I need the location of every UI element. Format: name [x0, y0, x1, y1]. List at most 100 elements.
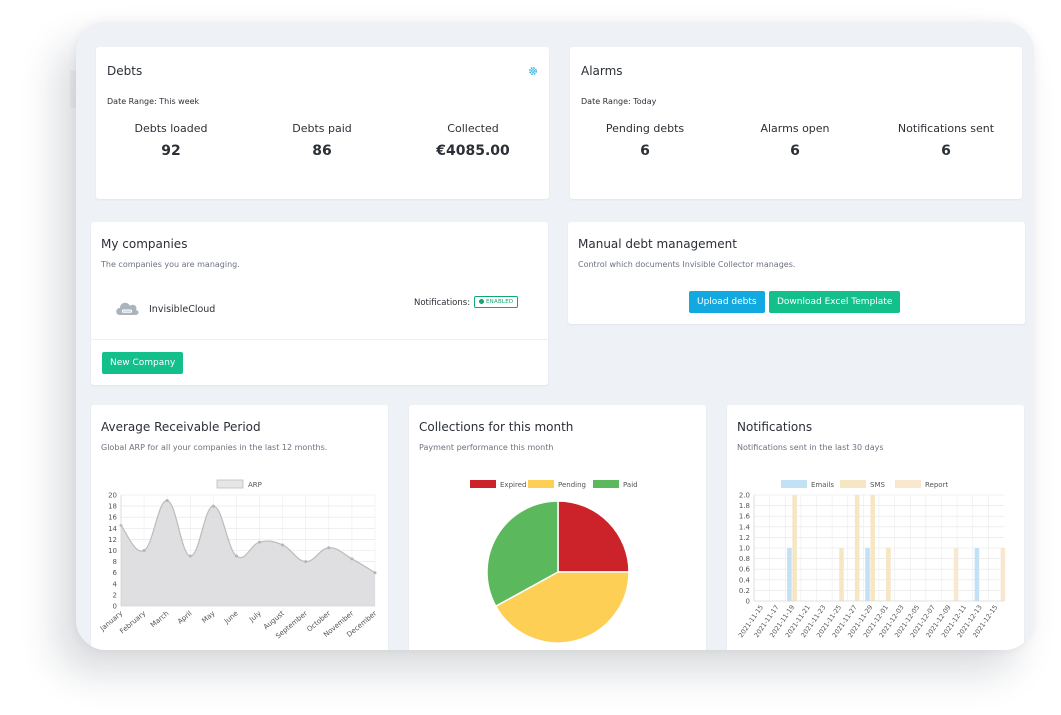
y-tick-label: 0 [746, 598, 750, 606]
metric-label: Pending debts [605, 122, 685, 135]
metric-debts-paid: Debts paid 86 [247, 122, 397, 159]
y-tick-label: 0.4 [739, 576, 751, 584]
metric-value: 92 [161, 143, 181, 159]
legend-label-report: Report [925, 481, 948, 489]
companies-subtitle: The companies you are managing. [101, 260, 240, 269]
companies-title: My companies [101, 237, 188, 251]
companies-card: My companies The companies you are manag… [91, 222, 548, 385]
bar-sms [886, 548, 891, 601]
alarms-card: Alarms Date Range: Today Pending debts 6… [570, 47, 1022, 199]
legend-label-paid: Paid [623, 481, 638, 489]
window-edge-tab [70, 70, 77, 108]
bar-sms [792, 495, 797, 601]
y-tick-label: 1.4 [739, 523, 751, 531]
arp-data-point [281, 543, 285, 547]
y-tick-label: 6 [113, 569, 118, 577]
y-tick-label: 14 [108, 525, 117, 533]
company-name[interactable]: InvisibleCloud [149, 304, 216, 315]
arp-data-point [142, 549, 146, 552]
x-tick-label: June [222, 609, 240, 626]
y-tick-label: 16 [108, 514, 117, 522]
bar-sms [870, 495, 876, 601]
manual-title: Manual debt management [578, 237, 737, 251]
bar-report [1000, 548, 1006, 601]
collections-title: Collections for this month [419, 420, 574, 434]
bar-report [953, 548, 959, 601]
legend-label-expired: Expired [500, 481, 526, 489]
y-tick-label: 1.2 [739, 534, 750, 542]
metric-debts-loaded: Debts loaded 92 [96, 122, 246, 159]
companies-divider [91, 339, 548, 340]
metric-value: €4085.00 [436, 143, 510, 159]
check-circle-icon [479, 299, 484, 304]
bar-emails [865, 548, 870, 601]
gear-icon[interactable] [528, 66, 538, 76]
arp-data-point [327, 546, 331, 550]
legend-swatch-paid [593, 480, 619, 488]
metric-collected: Collected €4085.00 [398, 122, 548, 159]
manual-debt-card: Manual debt management Control which doc… [568, 222, 1025, 324]
arp-data-point [165, 499, 169, 503]
y-tick-label: 10 [108, 547, 117, 555]
metric-notifications-sent: Notifications sent 6 [871, 122, 1021, 159]
y-tick-label: 4 [113, 580, 118, 588]
y-tick-label: 18 [108, 503, 117, 511]
y-tick-label: 2.0 [739, 492, 750, 500]
legend-swatch-expired [470, 480, 496, 488]
y-tick-label: 20 [108, 492, 117, 500]
dashboard-frame: Debts Date Range: This week Debts loaded… [76, 22, 1034, 650]
manual-subtitle: Control which documents Invisible Collec… [578, 260, 796, 269]
notifications-label: Notifications: [414, 298, 471, 308]
bar-sms [839, 548, 844, 601]
notifications-title: Notifications [737, 420, 813, 434]
bar-emails [787, 548, 792, 601]
x-tick-label: April [176, 609, 193, 625]
metric-label: Debts loaded [134, 122, 208, 135]
collections-subtitle: Payment performance this month [419, 443, 554, 452]
debts-date-range: Date Range: This week [107, 97, 200, 106]
arp-data-point [304, 560, 308, 564]
y-tick-label: 1.0 [739, 545, 750, 553]
debts-title: Debts [107, 64, 143, 78]
metric-label: Collected [447, 122, 499, 135]
collections-card: Collections for this month Payment perfo… [409, 405, 706, 650]
legend-label-pending: Pending [558, 481, 586, 489]
arp-data-point [258, 540, 262, 544]
x-tick-label: February [118, 609, 147, 635]
y-tick-label: 1.8 [739, 502, 750, 510]
collections-chart: Expired Pending Paid [470, 480, 638, 644]
notifications-card: Notifications Notifications sent in the … [727, 405, 1024, 650]
metric-label: Alarms open [760, 122, 830, 135]
notifications-subtitle: Notifications sent in the last 30 days [737, 443, 884, 452]
y-tick-label: 12 [108, 536, 117, 544]
pie-slice-paid [486, 500, 559, 608]
arp-subtitle: Global ARP for all your companies in the… [101, 443, 328, 452]
download-template-button[interactable]: Download Excel Template [769, 291, 901, 313]
metric-value: 6 [941, 143, 951, 159]
metric-label: Debts paid [292, 122, 352, 135]
legend-label-arp: ARP [248, 481, 262, 489]
upload-debts-button[interactable]: Upload debts [689, 291, 765, 313]
y-tick-label: 0.6 [739, 566, 751, 574]
y-tick-label: 1.6 [739, 513, 751, 521]
pie-slice-expired [557, 500, 630, 573]
y-tick-label: 2 [113, 591, 117, 599]
y-tick-label: 0.8 [739, 555, 750, 563]
debts-card: Debts Date Range: This week Debts loaded… [96, 47, 549, 199]
alarms-title: Alarms [581, 64, 623, 78]
status-badge-label: ENABLED [486, 299, 514, 305]
y-tick-label: 8 [113, 558, 117, 566]
legend-label-emails: Emails [811, 481, 834, 489]
new-company-button[interactable]: New Company [102, 352, 184, 374]
arp-title: Average Receivable Period [101, 420, 261, 434]
bar-sms [854, 495, 860, 601]
x-tick-label: May [200, 609, 216, 624]
arp-data-point [350, 557, 354, 561]
legend-swatch-arp [216, 479, 244, 489]
cloud-icon [116, 302, 139, 315]
metric-label: Notifications sent [897, 122, 995, 135]
arp-data-point [211, 504, 215, 508]
arp-data-point [373, 571, 377, 575]
alarms-date-range: Date Range: Today [581, 97, 657, 106]
arp-card: Average Receivable Period Global ARP for… [91, 405, 388, 650]
